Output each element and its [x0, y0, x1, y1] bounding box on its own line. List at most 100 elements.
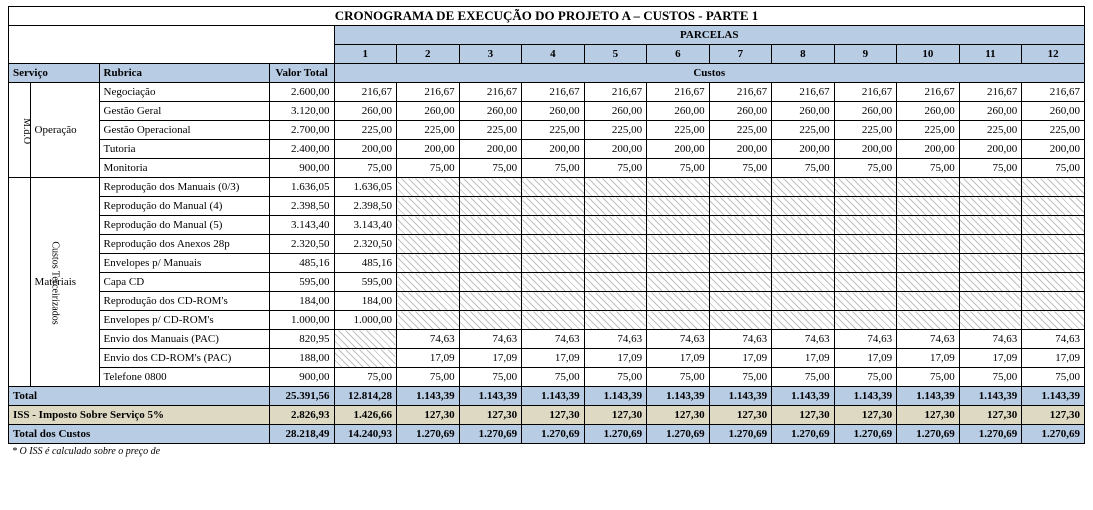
rubrica-cell: Envelopes p/ CD-ROM's — [99, 311, 269, 330]
total-valor-total: 25.391,56 — [269, 387, 334, 406]
total-parcela-cell: 1.143,39 — [459, 387, 522, 406]
parcela-cell — [834, 178, 897, 197]
grand-label: Total dos Custos — [9, 425, 270, 444]
parcela-cell: 225,00 — [522, 121, 585, 140]
parcela-cell: 260,00 — [772, 102, 835, 121]
parcela-cell — [834, 254, 897, 273]
parcela-cell — [897, 235, 960, 254]
parcela-cell — [522, 254, 585, 273]
table-row: Telefone 0800900,0075,0075,0075,0075,007… — [9, 368, 1085, 387]
parcela-cell: 74,63 — [647, 330, 710, 349]
valor-total-cell: 2.400,00 — [269, 140, 334, 159]
parcela-cell: 200,00 — [584, 140, 647, 159]
parcela-cell — [522, 178, 585, 197]
parcela-cell: 260,00 — [397, 102, 460, 121]
parcela-cell — [459, 292, 522, 311]
parcela-cell: 75,00 — [397, 159, 460, 178]
parcela-cell: 17,09 — [1022, 349, 1085, 368]
table-row: Gestão Operacional2.700,00225,00225,0022… — [9, 121, 1085, 140]
parcela-cell: 74,63 — [459, 330, 522, 349]
parcela-cell: 216,67 — [772, 83, 835, 102]
parcela-cell: 225,00 — [334, 121, 397, 140]
parcela-cell — [834, 197, 897, 216]
parcela-cell — [647, 311, 710, 330]
parcela-cell: 225,00 — [772, 121, 835, 140]
table-row: Reprodução do Manual (4)2.398,502.398,50 — [9, 197, 1085, 216]
parcela-cell — [1022, 254, 1085, 273]
grand-parcela-cell: 1.270,69 — [522, 425, 585, 444]
servico-cell: Operação — [30, 83, 99, 178]
parcela-cell — [959, 292, 1022, 311]
parcela-cell — [397, 254, 460, 273]
parcela-number: 12 — [1022, 45, 1085, 64]
parcela-cell: 17,09 — [772, 349, 835, 368]
table-totals: Total25.391,5612.814,281.143,391.143,391… — [9, 387, 1085, 444]
parcela-cell — [522, 197, 585, 216]
parcela-cell — [959, 178, 1022, 197]
parcela-cell — [772, 216, 835, 235]
parcela-cell — [584, 235, 647, 254]
table-row: M.d.OOperaçãoNegociação2.600,00216,67216… — [9, 83, 1085, 102]
parcela-cell — [897, 178, 960, 197]
table-row: Envio dos Manuais (PAC)820,9574,6374,637… — [9, 330, 1085, 349]
rubrica-cell: Reprodução do Manual (4) — [99, 197, 269, 216]
grand-parcela-cell: 1.270,69 — [772, 425, 835, 444]
parcela-cell: 216,67 — [1022, 83, 1085, 102]
parcela-cell: 75,00 — [647, 159, 710, 178]
parcela-cell: 225,00 — [709, 121, 772, 140]
page-title: CRONOGRAMA DE EXECUÇÃO DO PROJETO A – CU… — [9, 7, 1085, 26]
parcela-cell: 17,09 — [522, 349, 585, 368]
rubrica-cell: Reprodução dos Manuais (0/3) — [99, 178, 269, 197]
grand-parcela-cell: 1.270,69 — [584, 425, 647, 444]
parcela-cell: 75,00 — [584, 368, 647, 387]
parcela-cell — [647, 254, 710, 273]
parcela-cell — [397, 235, 460, 254]
parcela-cell: 17,09 — [959, 349, 1022, 368]
parcela-cell: 17,09 — [647, 349, 710, 368]
parcela-cell — [584, 216, 647, 235]
parcela-cell: 74,63 — [897, 330, 960, 349]
table-row: Envelopes p/ CD-ROM's1.000,001.000,00 — [9, 311, 1085, 330]
parcela-cell — [522, 311, 585, 330]
iss-parcela-cell: 1.426,66 — [334, 406, 397, 425]
parcela-cell — [397, 311, 460, 330]
parcela-cell: 17,09 — [459, 349, 522, 368]
iss-parcela-cell: 127,30 — [459, 406, 522, 425]
grand-valor-total: 28.218,49 — [269, 425, 334, 444]
rubrica-cell: Envio dos Manuais (PAC) — [99, 330, 269, 349]
valor-total-cell: 1.000,00 — [269, 311, 334, 330]
parcela-cell — [709, 292, 772, 311]
rubrica-cell: Reprodução do Manual (5) — [99, 216, 269, 235]
servico-header: Serviço — [9, 64, 100, 83]
parcela-cell — [647, 292, 710, 311]
valor-total-cell: 820,95 — [269, 330, 334, 349]
rubrica-cell: Envelopes p/ Manuais — [99, 254, 269, 273]
parcela-number: 10 — [897, 45, 960, 64]
grand-parcela-cell: 1.270,69 — [897, 425, 960, 444]
parcela-cell — [834, 311, 897, 330]
parcela-cell: 184,00 — [334, 292, 397, 311]
parcela-cell: 17,09 — [584, 349, 647, 368]
rubrica-cell: Tutoria — [99, 140, 269, 159]
parcela-cell — [709, 311, 772, 330]
parcela-cell — [522, 273, 585, 292]
parcela-cell — [772, 292, 835, 311]
parcela-cell — [959, 311, 1022, 330]
parcela-cell — [834, 235, 897, 254]
parcela-cell — [897, 273, 960, 292]
valor-total-cell: 184,00 — [269, 292, 334, 311]
table-row: Reprodução dos CD-ROM's184,00184,00 — [9, 292, 1085, 311]
total-parcela-cell: 1.143,39 — [584, 387, 647, 406]
parcela-cell — [522, 216, 585, 235]
parcela-cell — [522, 292, 585, 311]
parcela-cell: 75,00 — [522, 368, 585, 387]
parcelas-header: PARCELAS — [334, 26, 1084, 45]
parcela-cell — [709, 235, 772, 254]
valor-total-cell: 188,00 — [269, 349, 334, 368]
parcela-cell: 200,00 — [897, 140, 960, 159]
parcela-cell: 2.398,50 — [334, 197, 397, 216]
total-parcela-cell: 1.143,39 — [959, 387, 1022, 406]
parcela-cell: 74,63 — [522, 330, 585, 349]
parcela-cell: 200,00 — [709, 140, 772, 159]
total-parcela-cell: 1.143,39 — [1022, 387, 1085, 406]
